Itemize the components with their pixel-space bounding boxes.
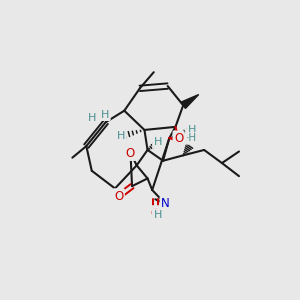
- Polygon shape: [181, 94, 199, 109]
- Text: O: O: [151, 207, 160, 220]
- Text: O: O: [174, 132, 183, 145]
- Text: H: H: [88, 113, 96, 123]
- Text: ·H: ·H: [185, 134, 197, 143]
- Text: H: H: [153, 137, 162, 147]
- Text: H: H: [88, 113, 96, 123]
- Text: O: O: [114, 190, 124, 203]
- Text: H: H: [153, 210, 162, 220]
- Text: N: N: [161, 197, 170, 210]
- Text: O: O: [126, 146, 135, 160]
- Text: H: H: [101, 110, 109, 119]
- Text: H: H: [188, 125, 197, 135]
- Text: H: H: [101, 110, 109, 119]
- Text: H: H: [117, 131, 125, 141]
- Polygon shape: [169, 135, 178, 142]
- Text: H: H: [153, 210, 162, 220]
